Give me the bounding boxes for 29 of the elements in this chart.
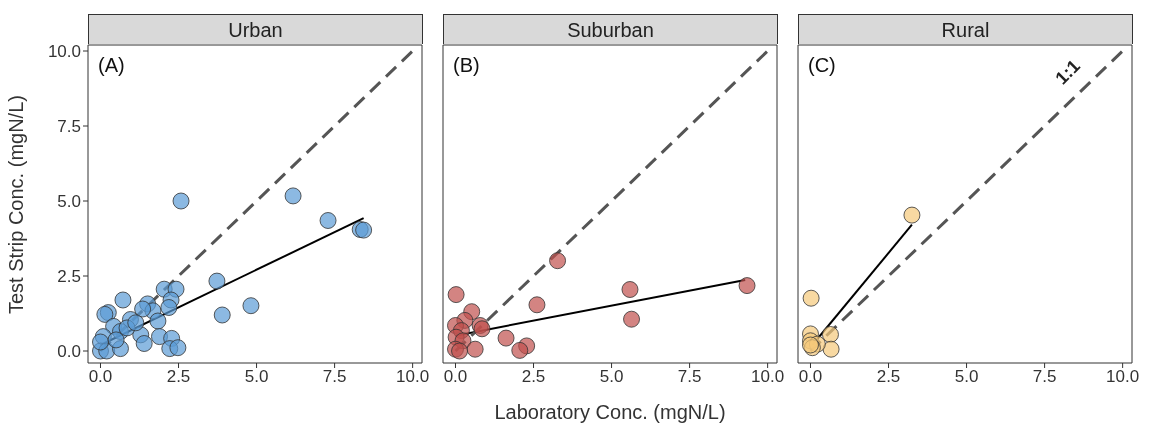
x-tick-label: 5.0 [244, 367, 269, 387]
chart-title: Urban [88, 14, 423, 44]
annotation: 1:1 [1051, 55, 1085, 90]
annotation: (A) [98, 54, 125, 77]
x-tick-label: 0.0 [443, 367, 468, 387]
x-tick-label: 2.5 [521, 367, 546, 387]
y-axis-title: Test Strip Conc. (mgN/L) [5, 95, 28, 314]
annotation: (C) [808, 54, 836, 77]
chart-title: Suburban [443, 14, 778, 44]
y-tick-label: 10.0 [47, 42, 81, 62]
chart-title: Rural [798, 14, 1133, 44]
x-tick-label: 10.0 [1106, 367, 1140, 387]
x-axis-title: Laboratory Conc. (mgN/L) [494, 401, 726, 423]
x-tick-label: 7.5 [677, 367, 702, 387]
x-tick-label: 7.5 [322, 367, 347, 387]
y-tick-label: 0.0 [57, 342, 81, 362]
x-tick-label: 5.0 [954, 367, 979, 387]
x-tick-label: 0.0 [798, 367, 823, 387]
x-tick-label: 10.0 [751, 367, 785, 387]
annotation: (B) [453, 54, 480, 77]
y-tick-label: 7.5 [57, 117, 81, 137]
y-tick-label: 5.0 [57, 192, 81, 212]
x-tick-label: 2.5 [166, 367, 191, 387]
x-tick-label: 2.5 [876, 367, 901, 387]
y-tick-label: 2.5 [57, 267, 81, 287]
x-tick-label: 5.0 [599, 367, 624, 387]
x-tick-label: 10.0 [396, 367, 430, 387]
x-tick-label: 7.5 [1032, 367, 1057, 387]
x-tick-label: 0.0 [88, 367, 113, 387]
